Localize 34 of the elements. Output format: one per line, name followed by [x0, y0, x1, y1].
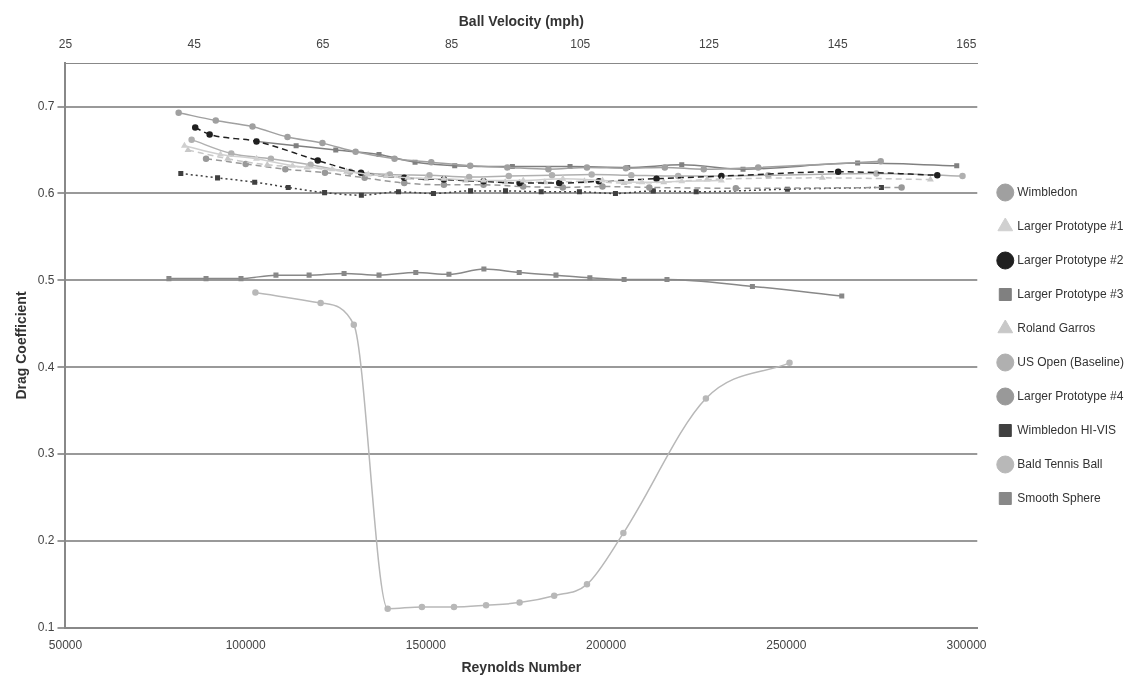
- x-tick-label: 250000: [766, 638, 807, 653]
- y-tick-label: 0.6: [37, 185, 55, 200]
- y-tick-label: 0.1: [37, 620, 55, 635]
- legend-label: Bald Tennis Ball: [1017, 456, 1103, 471]
- y-tick-label: 0.2: [37, 533, 55, 548]
- y-tick-label: 0.7: [37, 98, 55, 113]
- legend-label: Larger Prototype #4: [1017, 388, 1124, 403]
- x2-tick-label: 65: [316, 37, 330, 52]
- x2-tick-label: 105: [570, 37, 591, 52]
- legend-label: Larger Prototype #1: [1017, 218, 1124, 233]
- legend-label: US Open (Baseline): [1017, 354, 1124, 369]
- x2-tick-label: 45: [187, 37, 202, 52]
- legend-label: Larger Prototype #2: [1017, 252, 1124, 267]
- legend-label: Wimbledon HI-VIS: [1017, 422, 1116, 437]
- x-tick-label: 150000: [405, 638, 447, 653]
- x2-tick-label: 85: [444, 37, 459, 52]
- y-axis-title: Drag Coefficient: [13, 291, 30, 400]
- x2-tick-label: 25: [58, 37, 73, 52]
- x-tick-label: 50000: [48, 638, 83, 653]
- x-tick-label: 100000: [225, 638, 267, 653]
- x-tick-label: 200000: [586, 638, 627, 653]
- x-tick-label: 300000: [946, 638, 987, 653]
- y-tick-label: 0.3: [37, 446, 55, 461]
- y-tick-label: 0.5: [37, 272, 55, 287]
- x2-tick-label: 125: [698, 37, 720, 52]
- y-tick-label: 0.4: [37, 359, 55, 374]
- legend-label: Smooth Sphere: [1017, 490, 1101, 505]
- legend-label: Wimbledon: [1017, 184, 1078, 199]
- x2-tick-label: 145: [827, 37, 848, 52]
- x-axis-title: Reynolds Number: [461, 659, 582, 676]
- legend-label: Roland Garros: [1017, 320, 1096, 335]
- x2-axis-title: Ball Velocity (mph): [458, 13, 585, 30]
- x2-tick-label: 165: [956, 37, 977, 52]
- legend-label: Larger Prototype #3: [1017, 286, 1124, 301]
